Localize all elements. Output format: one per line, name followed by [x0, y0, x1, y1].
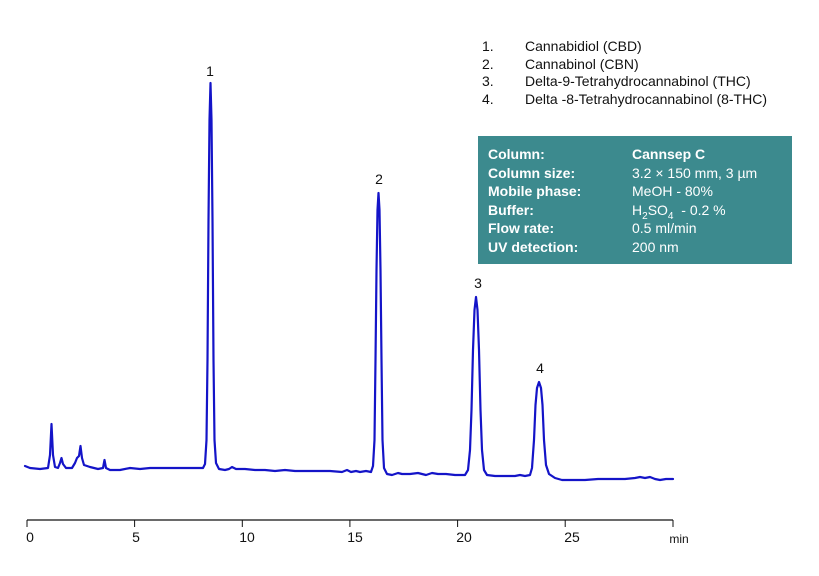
compound-legend: 1. Cannabidiol (CBD) 2. Cannabinol (CBN)…	[482, 38, 767, 108]
x-tick-label: 5	[132, 529, 140, 545]
condition-row: Column: Cannsep C	[488, 145, 792, 164]
legend-compound-name: Cannabinol (CBN)	[525, 55, 639, 72]
legend-item: 4. Delta -8-Tetrahydrocannabinol (8-THC)	[482, 91, 767, 109]
legend-number: 4.	[482, 90, 494, 107]
condition-label: UV detection:	[488, 238, 579, 255]
x-tick-label: 10	[239, 529, 255, 545]
condition-row: UV detection: 200 nm	[488, 238, 792, 257]
condition-row: Buffer: H2SO4 - 0.2 %	[488, 201, 792, 222]
peak-label-2: 2	[375, 171, 383, 187]
chromatogram-trace	[23, 81, 675, 482]
x-tick-label: 25	[564, 529, 580, 545]
legend-item: 2. Cannabinol (CBN)	[482, 56, 767, 74]
x-tick-label: 20	[456, 529, 472, 545]
legend-number: 2.	[482, 55, 494, 72]
legend-compound-name: Delta-9-Tetrahydrocannabinol (THC)	[525, 73, 751, 89]
condition-label: Column:	[488, 146, 545, 162]
legend-item: 1. Cannabidiol (CBD)	[482, 38, 767, 56]
peak-label-3: 3	[474, 275, 482, 291]
condition-row: Mobile phase: MeOH - 80%	[488, 182, 792, 201]
condition-value: 0.5 ml/min	[632, 220, 697, 236]
x-tick-label: 15	[347, 529, 363, 545]
legend-number: 1.	[482, 38, 494, 54]
condition-value: Cannsep C	[632, 146, 706, 162]
x-axis: 0 5 10 15 20 25 min	[26, 519, 689, 546]
legend-number: 3.	[482, 73, 494, 89]
condition-value: 3.2 × 150 mm, 3 µm	[632, 164, 758, 181]
condition-row: Column size: 3.2 × 150 mm, 3 µm	[488, 164, 792, 183]
legend-compound-name: Cannabidiol (CBD)	[525, 38, 642, 54]
legend-compound-name: Delta -8-Tetrahydrocannabinol (8-THC)	[525, 90, 767, 107]
x-axis-unit-label: min	[669, 532, 688, 546]
peak-label-1: 1	[206, 63, 214, 79]
x-tick-label: 0	[26, 529, 34, 545]
condition-value-buffer: H2SO4 - 0.2 %	[632, 201, 726, 222]
condition-label: Column size:	[488, 164, 576, 181]
condition-label: Buffer:	[488, 201, 534, 218]
condition-label: Flow rate:	[488, 220, 555, 236]
conditions-box: Column: Cannsep C Column size: 3.2 × 150…	[478, 136, 792, 264]
peak-label-4: 4	[536, 360, 544, 376]
condition-value: MeOH - 80%	[632, 183, 713, 199]
condition-label: Mobile phase:	[488, 183, 582, 199]
legend-item: 3. Delta-9-Tetrahydrocannabinol (THC)	[482, 73, 767, 91]
condition-row: Flow rate: 0.5 ml/min	[488, 219, 792, 238]
condition-value: 200 nm	[632, 238, 679, 255]
